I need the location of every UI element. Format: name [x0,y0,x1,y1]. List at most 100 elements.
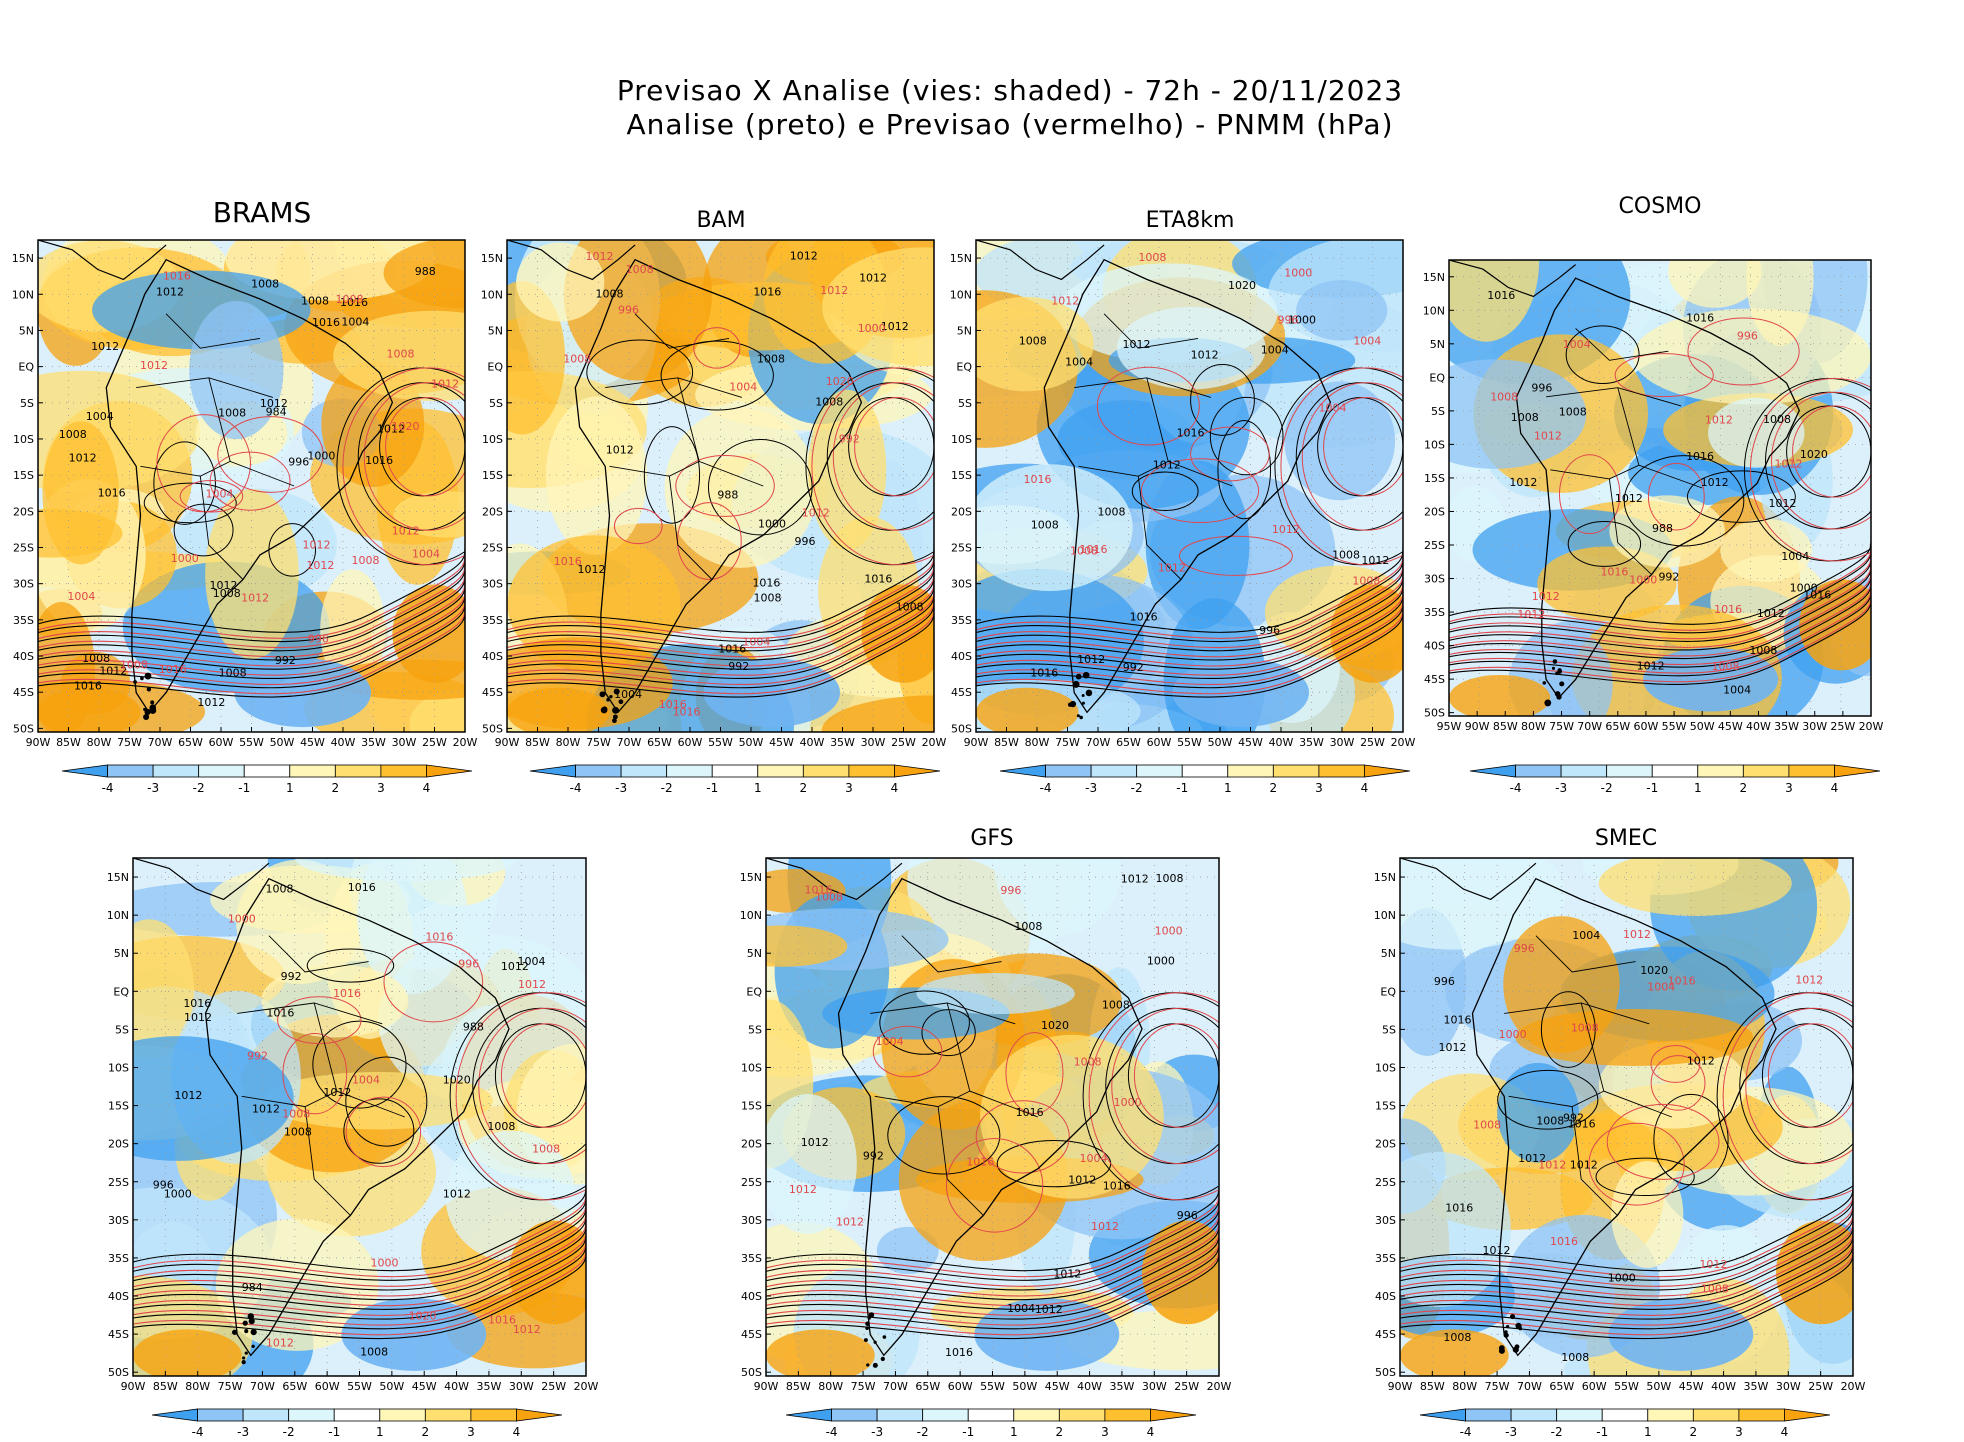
longitude-label: 45W [1718,720,1743,733]
colorbar-segment [1738,1408,1785,1422]
analysis-isobar [1449,568,1871,660]
forecast-pressure-label: 1012 [1623,928,1651,941]
positive-bias-core [976,687,1079,732]
analysis-pressure-label: 996 [1177,1209,1198,1222]
south-america-coastline [837,877,1143,1357]
analysis-pressure-label: 988 [1652,522,1673,535]
forecast-pressure-label: 1012 [1699,1258,1727,1271]
forecast-isobar [766,1234,1219,1326]
title-line-2: Analise (preto) e Previsao (vermelho) - … [626,108,1394,141]
forecast-isobar [385,396,465,497]
negative-bias-area [1497,1062,1579,1163]
longitude-label: 75W [218,1380,243,1393]
analysis-pressure-label: 992 [728,660,749,673]
longitude-label: 45W [412,1380,437,1393]
latitude-label: 10N [950,288,972,301]
longitude-label: 65W [1116,736,1141,749]
colorbar-tick-label: 4 [891,781,899,795]
forecast-isobar [1647,462,1705,531]
longitude-label: 40W [331,736,356,749]
analysis-isobar [766,1247,1219,1340]
forecast-pressure-label: 1016 [659,698,687,711]
panel-title-eta8km: ETA8km [1145,208,1235,233]
map-panel-bam: 1016101210081012100810161012100810121016… [481,239,947,749]
forecast-isobar [1096,366,1200,446]
colorbar-segment [1692,1408,1740,1422]
forecast-pressure-label: 1004 [1080,1152,1108,1165]
panel-title-brams: BRAMS [212,196,312,229]
forecast-pressure-label: 1012 [1272,523,1300,536]
colorbar-tick-label: -3 [237,1425,249,1439]
forecast-isobar [675,454,775,517]
analysis-isobar [38,570,465,661]
colorbar-tick-label: -4 [570,781,582,795]
positive-bias-core [766,1329,875,1376]
island [618,699,624,705]
analysis-pressure-label: 1000 [164,1187,192,1200]
colorbar-tick-label: -1 [962,1425,974,1439]
colorbar-tick-label: -1 [1176,781,1188,795]
latitude-label: 10N [740,909,762,922]
latitude-label: EQ [113,985,129,998]
analysis-isobar [976,579,1403,670]
forecast-pressure-label: 1012 [302,538,330,551]
longitude-label: 30W [1802,720,1827,733]
positive-bias-core [507,687,610,732]
colorbar-segment [1697,764,1744,778]
analysis-pressure-label: 1000 [1147,955,1175,968]
colorbar-tick-label: -1 [1596,1425,1608,1439]
analysis-pressure-label: 1008 [1561,1351,1589,1364]
colorbar-tick-label: -3 [615,781,627,795]
positive-bias-area [507,535,681,673]
longitude-label: 45W [1679,1380,1704,1393]
country-border [677,377,764,487]
analysis-pressure-label: 1008 [284,1126,312,1139]
longitude-label: 20W [1859,720,1884,733]
forecast-pressure-label: 1012 [1517,608,1545,621]
colorbar-segment [1013,1408,1060,1422]
analysis-pressure-label: 992 [281,970,302,983]
latitude-label: 30S [951,578,972,591]
island [612,718,617,724]
colorbar-segment [1647,1408,1694,1422]
island [1082,671,1090,679]
analysis-isobar [1565,325,1640,385]
forecast-pressure-label: 1012 [820,284,848,297]
colorbar-tick-label: 4 [1147,1425,1155,1439]
colorbar-segment [1136,764,1183,778]
island [1081,693,1085,697]
analysis-pressure-label: 1016 [348,881,376,894]
analysis-pressure-label: 1012 [69,452,97,465]
colorbar-tick-label: -1 [706,781,718,795]
longitude-label: 65W [915,1380,940,1393]
positive-bias-area [383,240,465,309]
latitude-label: 50S [13,722,34,735]
forecast-isobar [1771,391,1871,530]
colorbar-segment [61,764,108,778]
colorbar-tick-label: -4 [102,781,114,795]
analysis-isobar [343,1098,415,1164]
analysis-pressure-label: 988 [717,488,738,501]
island [241,1360,246,1365]
longitude-label: 65W [1605,720,1630,733]
analysis-isobar [586,339,694,406]
forecast-isobar [1749,378,1871,562]
forecast-pressure-label: 1004 [1647,981,1675,994]
analysis-pressure-label: 1012 [1768,497,1796,510]
island [866,1363,870,1367]
longitude-label: 30W [1330,736,1355,749]
positive-bias-area [1449,260,1540,342]
analysis-isobar [38,579,465,670]
forecast-pressure-label: 992 [839,432,860,445]
island [1542,681,1547,685]
latitude-label: EQ [487,361,503,374]
latitude-label: 45S [741,1328,762,1341]
analysis-pressure-label: 1016 [1445,1201,1473,1214]
map-panel-cosmo: 1012 1012 1016 1008 1012 1016 1016 1012 1008 1012… [1423,259,1884,733]
analysis-isobar [312,1020,407,1109]
latitude-label: 10N [12,288,34,301]
analysis-pressure-label: 1000 [1288,313,1316,326]
longitude-label: 60W [1633,720,1658,733]
analysis-pressure-label: 1004 [518,955,546,968]
analysis-isobar [976,561,1403,652]
